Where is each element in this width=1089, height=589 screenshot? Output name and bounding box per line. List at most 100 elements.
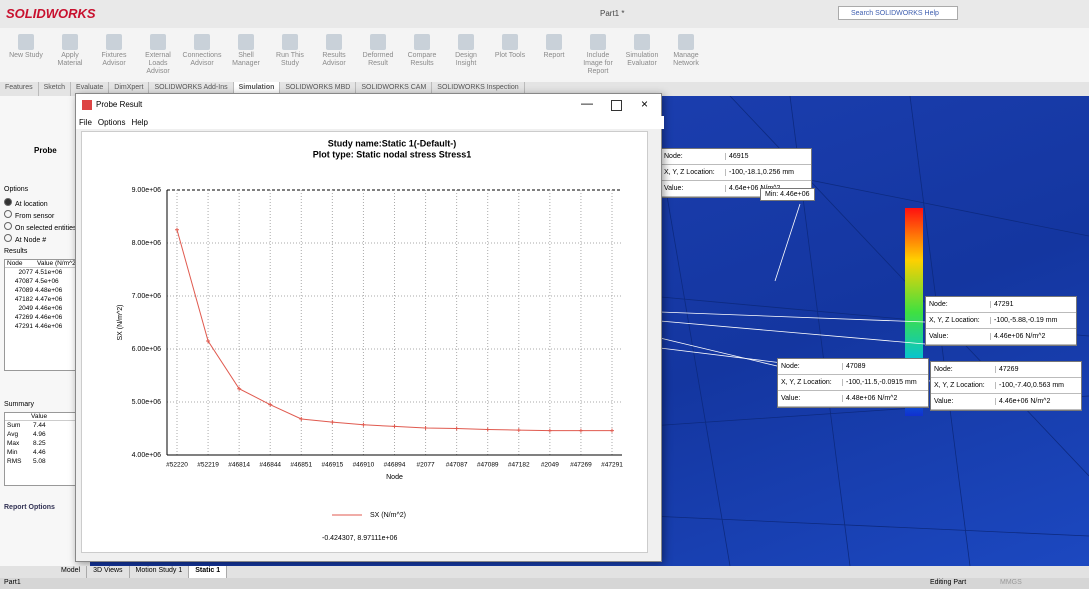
- bottom-tab[interactable]: Model: [55, 566, 87, 578]
- ribbon-button[interactable]: Compare Results: [402, 32, 442, 68]
- data-point: [455, 427, 459, 431]
- callout-value: 4.46e+06 N/m^2: [996, 398, 1053, 405]
- table-cell: Sum: [5, 421, 31, 430]
- data-point: [486, 428, 490, 432]
- ribbon-button[interactable]: Results Advisor: [314, 32, 354, 68]
- callout-row: Node:47269: [931, 362, 1081, 378]
- callout-value: 47269: [996, 366, 1021, 373]
- logo[interactable]: SOLIDWORKS: [6, 6, 96, 21]
- search-box[interactable]: Search SOLIDWORKS Help: [838, 6, 958, 20]
- ribbon-button[interactable]: Design Insight: [446, 32, 486, 68]
- section-label: Summary: [4, 401, 34, 408]
- ribbon-button[interactable]: Report: [534, 32, 574, 60]
- radio-option[interactable]: On selected entities: [4, 222, 76, 232]
- table-cell: 47269: [5, 313, 35, 322]
- chart-title: Study name:Static 1(-Default-): [328, 138, 457, 148]
- y-tick-label: 6.00e+06: [132, 346, 161, 353]
- ribbon-label: External Loads Advisor: [145, 52, 171, 75]
- ribbon-label: Run This Study: [276, 52, 304, 67]
- table-cell: 4.46: [31, 448, 73, 457]
- table-cell: 47182: [5, 295, 35, 304]
- table-cell: 4.96: [31, 430, 73, 439]
- radio-label: At Node #: [15, 237, 46, 244]
- tab[interactable]: Features: [0, 82, 39, 96]
- x-tick-label: #47089: [477, 462, 499, 469]
- x-tick-label: #46894: [384, 462, 406, 469]
- callout-label: X, Y, Z Location:: [661, 169, 726, 176]
- chart-panel: Study name:Static 1(-Default-)Plot type:…: [81, 131, 648, 553]
- ribbon-label: New Study: [9, 52, 43, 59]
- data-point: [610, 429, 614, 433]
- ribbon-button[interactable]: Apply Material: [50, 32, 90, 68]
- callout-label: X, Y, Z Location:: [926, 317, 991, 324]
- radio-option[interactable]: From sensor: [4, 210, 54, 220]
- cursor-readout: -0.424307, 8.97111e+06: [322, 535, 398, 542]
- ribbon-button[interactable]: External Loads Advisor: [138, 32, 178, 76]
- tab[interactable]: Sketch: [39, 82, 71, 96]
- minimize-button[interactable]: —: [581, 96, 593, 110]
- radio: [4, 198, 12, 206]
- ribbon-button[interactable]: Run This Study: [270, 32, 310, 68]
- ribbon-button[interactable]: Shell Manager: [226, 32, 266, 68]
- menu-item[interactable]: File: [79, 116, 92, 129]
- table-cell: Max: [5, 439, 31, 448]
- ribbon-button[interactable]: Connections Advisor: [182, 32, 222, 68]
- x-tick-label: #47269: [570, 462, 592, 469]
- x-tick-label: #46814: [228, 462, 250, 469]
- table-cell: Min: [5, 448, 31, 457]
- x-tick-label: #46851: [290, 462, 312, 469]
- ribbon-button[interactable]: Deformed Result: [358, 32, 398, 68]
- radio-label: At location: [15, 201, 48, 208]
- x-tick-label: #2049: [541, 462, 559, 469]
- y-tick-label: 4.00e+06: [132, 452, 161, 459]
- callout-row: X, Y, Z Location:-100,-11.5,-0.0915 mm: [778, 375, 928, 391]
- callout-value: -100,-5.88,-0.19 mm: [991, 317, 1060, 324]
- ribbon-button[interactable]: Include Image for Report: [578, 32, 618, 76]
- data-point: [548, 429, 552, 433]
- table-cell: RMS: [5, 457, 31, 466]
- bottom-tab[interactable]: Motion Study 1: [130, 566, 190, 578]
- ribbon-button[interactable]: Fixtures Advisor: [94, 32, 134, 68]
- data-point: [299, 417, 303, 421]
- callout-row: X, Y, Z Location:-100,-7.40,0.563 mm: [931, 378, 1081, 394]
- ribbon-button[interactable]: Plot Tools: [490, 32, 530, 60]
- callout-value: 47291: [991, 301, 1016, 308]
- menu-bar: File Options Help: [76, 116, 664, 129]
- y-tick-label: 9.00e+06: [132, 187, 161, 194]
- ribbon-button[interactable]: Simulation Evaluator: [622, 32, 662, 68]
- window-title-bar: Probe Result — ×: [76, 94, 661, 116]
- ribbon-label: Report: [543, 52, 564, 59]
- y-axis-label: SX (N/m^2): [117, 305, 124, 341]
- table-cell: 2077: [5, 268, 35, 277]
- data-point: [175, 228, 179, 232]
- maximize-button[interactable]: [611, 100, 622, 111]
- callout-label: Node:: [661, 153, 726, 160]
- x-tick-label: #47182: [508, 462, 530, 469]
- radio-option[interactable]: At Node #: [4, 234, 46, 244]
- menu-item[interactable]: Help: [131, 116, 147, 129]
- ribbon-button[interactable]: Manage Network: [666, 32, 706, 68]
- radio: [4, 222, 12, 230]
- probe-callout: Node:47291X, Y, Z Location:-100,-5.88,-0…: [925, 296, 1077, 346]
- ribbon-label: Apply Material: [58, 52, 83, 67]
- table-cell: 7.44: [31, 421, 73, 430]
- status-bar: Part1 Editing Part MMGS: [0, 578, 1089, 589]
- column-header: Node: [5, 260, 35, 267]
- probe-callout: Node:47269X, Y, Z Location:-100,-7.40,0.…: [930, 361, 1082, 411]
- close-button[interactable]: ×: [641, 97, 648, 111]
- ribbon-button[interactable]: New Study: [6, 32, 46, 60]
- menu-item[interactable]: Options: [98, 116, 126, 129]
- radio-label: On selected entities: [15, 225, 76, 232]
- ribbon-label: Plot Tools: [495, 52, 525, 59]
- bottom-tab[interactable]: 3D Views: [87, 566, 129, 578]
- status-units[interactable]: MMGS: [1000, 579, 1022, 586]
- min-callout: Min: 4.46e+06: [760, 188, 815, 201]
- ribbon-label: Include Image for Report: [583, 52, 613, 75]
- ribbon-label: Connections Advisor: [183, 52, 222, 67]
- radio: [4, 210, 12, 218]
- callout-value: 47089: [843, 363, 868, 370]
- bottom-tab[interactable]: Static 1: [189, 566, 227, 578]
- callout-value: 46915: [726, 153, 751, 160]
- radio-option[interactable]: At location: [4, 198, 48, 208]
